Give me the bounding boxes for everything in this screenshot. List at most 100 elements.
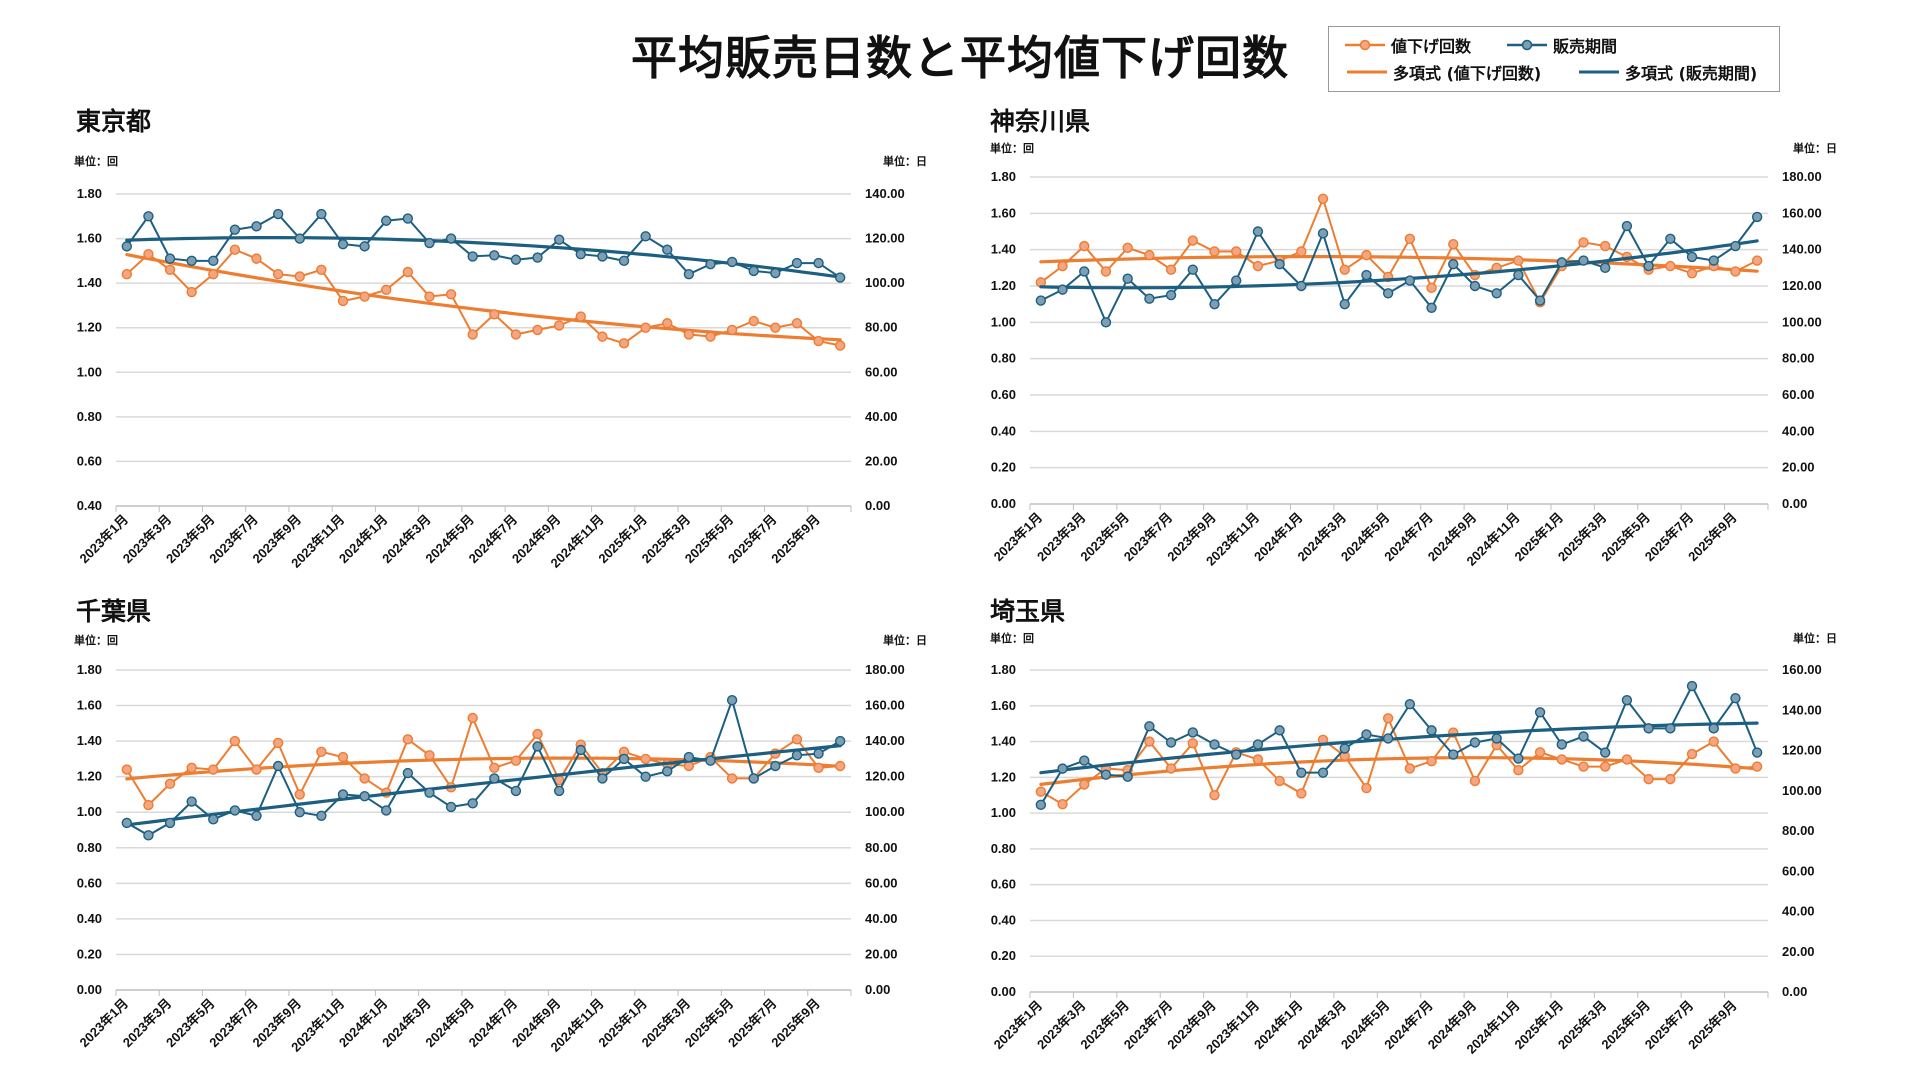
data-point-markdown: [510, 755, 522, 766]
left-tick-label: 1.20: [77, 769, 102, 784]
data-point-markdown: [640, 322, 651, 333]
data-point-period: [726, 256, 738, 268]
data-point-period: [229, 224, 241, 235]
legend-label: 多項式 (値下げ回数): [1393, 64, 1542, 83]
data-point-period: [1665, 723, 1676, 734]
legend-item-trend-markdown: 多項式 (値下げ回数): [1347, 60, 1541, 84]
data-point-period: [272, 208, 284, 220]
legend-label: 多項式 (販売期間): [1625, 64, 1758, 83]
series-line-period: [126, 696, 841, 837]
right-tick-label: 180.00: [865, 662, 905, 677]
data-point-period: [121, 817, 133, 829]
data-point-markdown: [229, 735, 241, 747]
right-tick-label: 100.00: [865, 275, 905, 290]
data-point-period: [294, 233, 305, 244]
data-point-markdown: [1361, 249, 1372, 261]
left-tick-label: 1.00: [991, 314, 1016, 329]
legend-label: 販売期間: [1553, 37, 1618, 56]
data-point-markdown: [424, 750, 435, 761]
data-point-period: [208, 814, 219, 825]
data-point-markdown: [510, 329, 522, 340]
data-point-markdown: [143, 248, 154, 260]
series-line-markdown: [1040, 715, 1758, 806]
data-point-period: [1100, 317, 1112, 328]
data-point-period: [640, 771, 651, 782]
data-point-markdown: [1404, 763, 1416, 774]
data-point-markdown: [1534, 747, 1546, 758]
legend: 値下げ回数 販売期間 多項式 (値下げ回数) 多項式 (販売期間): [1328, 26, 1780, 92]
data-point-markdown: [1252, 260, 1264, 272]
panel-title-tokyo: 東京都: [76, 107, 152, 136]
data-point-markdown: [251, 764, 262, 775]
data-point-period: [597, 773, 608, 784]
data-point-period: [208, 255, 219, 267]
data-point-period: [1708, 723, 1719, 734]
left-tick-label: 0.60: [991, 877, 1016, 892]
data-point-markdown: [1665, 260, 1676, 272]
data-point-markdown: [1426, 282, 1437, 294]
data-point-period: [1534, 707, 1546, 718]
data-point-period: [510, 254, 522, 265]
data-point-period: [1252, 739, 1264, 750]
data-point-period: [575, 744, 586, 756]
data-point-period: [1600, 262, 1611, 274]
data-point-markdown: [1382, 713, 1394, 724]
data-point-period: [1209, 298, 1220, 310]
left-tick-label: 0.80: [77, 840, 102, 855]
data-point-markdown: [640, 753, 651, 765]
data-point-markdown: [272, 737, 284, 749]
right-unit: 単位：日: [883, 155, 927, 168]
data-point-markdown: [1317, 193, 1329, 205]
data-point-period: [1079, 266, 1090, 277]
data-point-markdown: [1730, 266, 1741, 277]
data-point-markdown: [597, 331, 608, 342]
right-tick-label: 20.00: [865, 453, 898, 468]
data-point-period: [1448, 749, 1459, 760]
data-point-period: [359, 241, 370, 252]
data-point-markdown: [770, 322, 781, 333]
data-point-period: [1469, 280, 1481, 292]
data-point-period: [467, 798, 478, 809]
data-point-markdown: [813, 335, 824, 347]
data-point-markdown: [1339, 264, 1350, 275]
data-point-period: [229, 805, 241, 816]
data-point-markdown: [1165, 763, 1177, 774]
right-tick-label: 40.00: [865, 911, 898, 926]
left-tick-label: 0.60: [77, 875, 102, 890]
right-tick-label: 160.00: [1782, 205, 1822, 220]
data-point-markdown: [1643, 773, 1654, 785]
left-tick-label: 0.00: [991, 984, 1016, 999]
page-title: 平均販売日数と平均値下げ回数: [631, 31, 1289, 85]
data-point-period: [532, 741, 543, 752]
right-tick-label: 60.00: [865, 364, 898, 379]
data-point-markdown: [1296, 246, 1307, 257]
data-point-period: [597, 251, 608, 262]
trendline-markdown: [125, 756, 842, 781]
left-tick-label: 0.00: [991, 496, 1016, 511]
data-point-period: [1751, 747, 1763, 758]
data-point-period: [272, 760, 284, 772]
right-unit: 単位：日: [1793, 632, 1837, 645]
left-tick-label: 1.60: [991, 698, 1016, 713]
data-point-markdown: [791, 734, 803, 745]
data-point-period: [532, 252, 543, 263]
data-point-period: [1317, 228, 1329, 239]
left-tick-label: 1.00: [991, 805, 1016, 820]
data-point-period: [1079, 755, 1090, 766]
left-tick-label: 0.00: [77, 982, 102, 997]
right-tick-label: 120.00: [865, 231, 905, 246]
data-point-markdown: [381, 284, 392, 296]
data-point-period: [337, 789, 349, 800]
data-point-period: [705, 755, 716, 766]
data-point-markdown: [1187, 235, 1198, 246]
left-tick-label: 0.40: [991, 423, 1016, 438]
data-point-period: [1035, 799, 1047, 811]
data-point-period: [445, 801, 457, 813]
left-tick-label: 0.20: [991, 948, 1016, 963]
data-point-markdown: [1708, 736, 1719, 747]
data-point-markdown: [489, 309, 500, 320]
right-unit: 単位：日: [883, 634, 927, 647]
trendline-markdown: [1039, 756, 1759, 786]
data-point-period: [1165, 737, 1177, 748]
data-point-period: [748, 265, 759, 277]
